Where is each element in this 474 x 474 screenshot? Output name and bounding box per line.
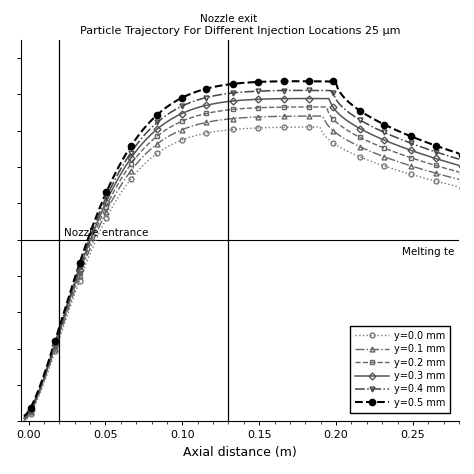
Text: Melting te: Melting te bbox=[402, 247, 455, 257]
Legend: y=0.0 mm, y=0.1 mm, y=0.2 mm, y=0.3 mm, y=0.4 mm, y=0.5 mm: y=0.0 mm, y=0.1 mm, y=0.2 mm, y=0.3 mm, … bbox=[350, 326, 450, 413]
Title: Particle Trajectory For Different Injection Locations 25 µm: Particle Trajectory For Different Inject… bbox=[80, 26, 400, 36]
Text: Nozzle entrance: Nozzle entrance bbox=[64, 228, 148, 238]
Text: Nozzle exit: Nozzle exit bbox=[200, 14, 257, 24]
X-axis label: Axial distance (m): Axial distance (m) bbox=[183, 446, 297, 459]
